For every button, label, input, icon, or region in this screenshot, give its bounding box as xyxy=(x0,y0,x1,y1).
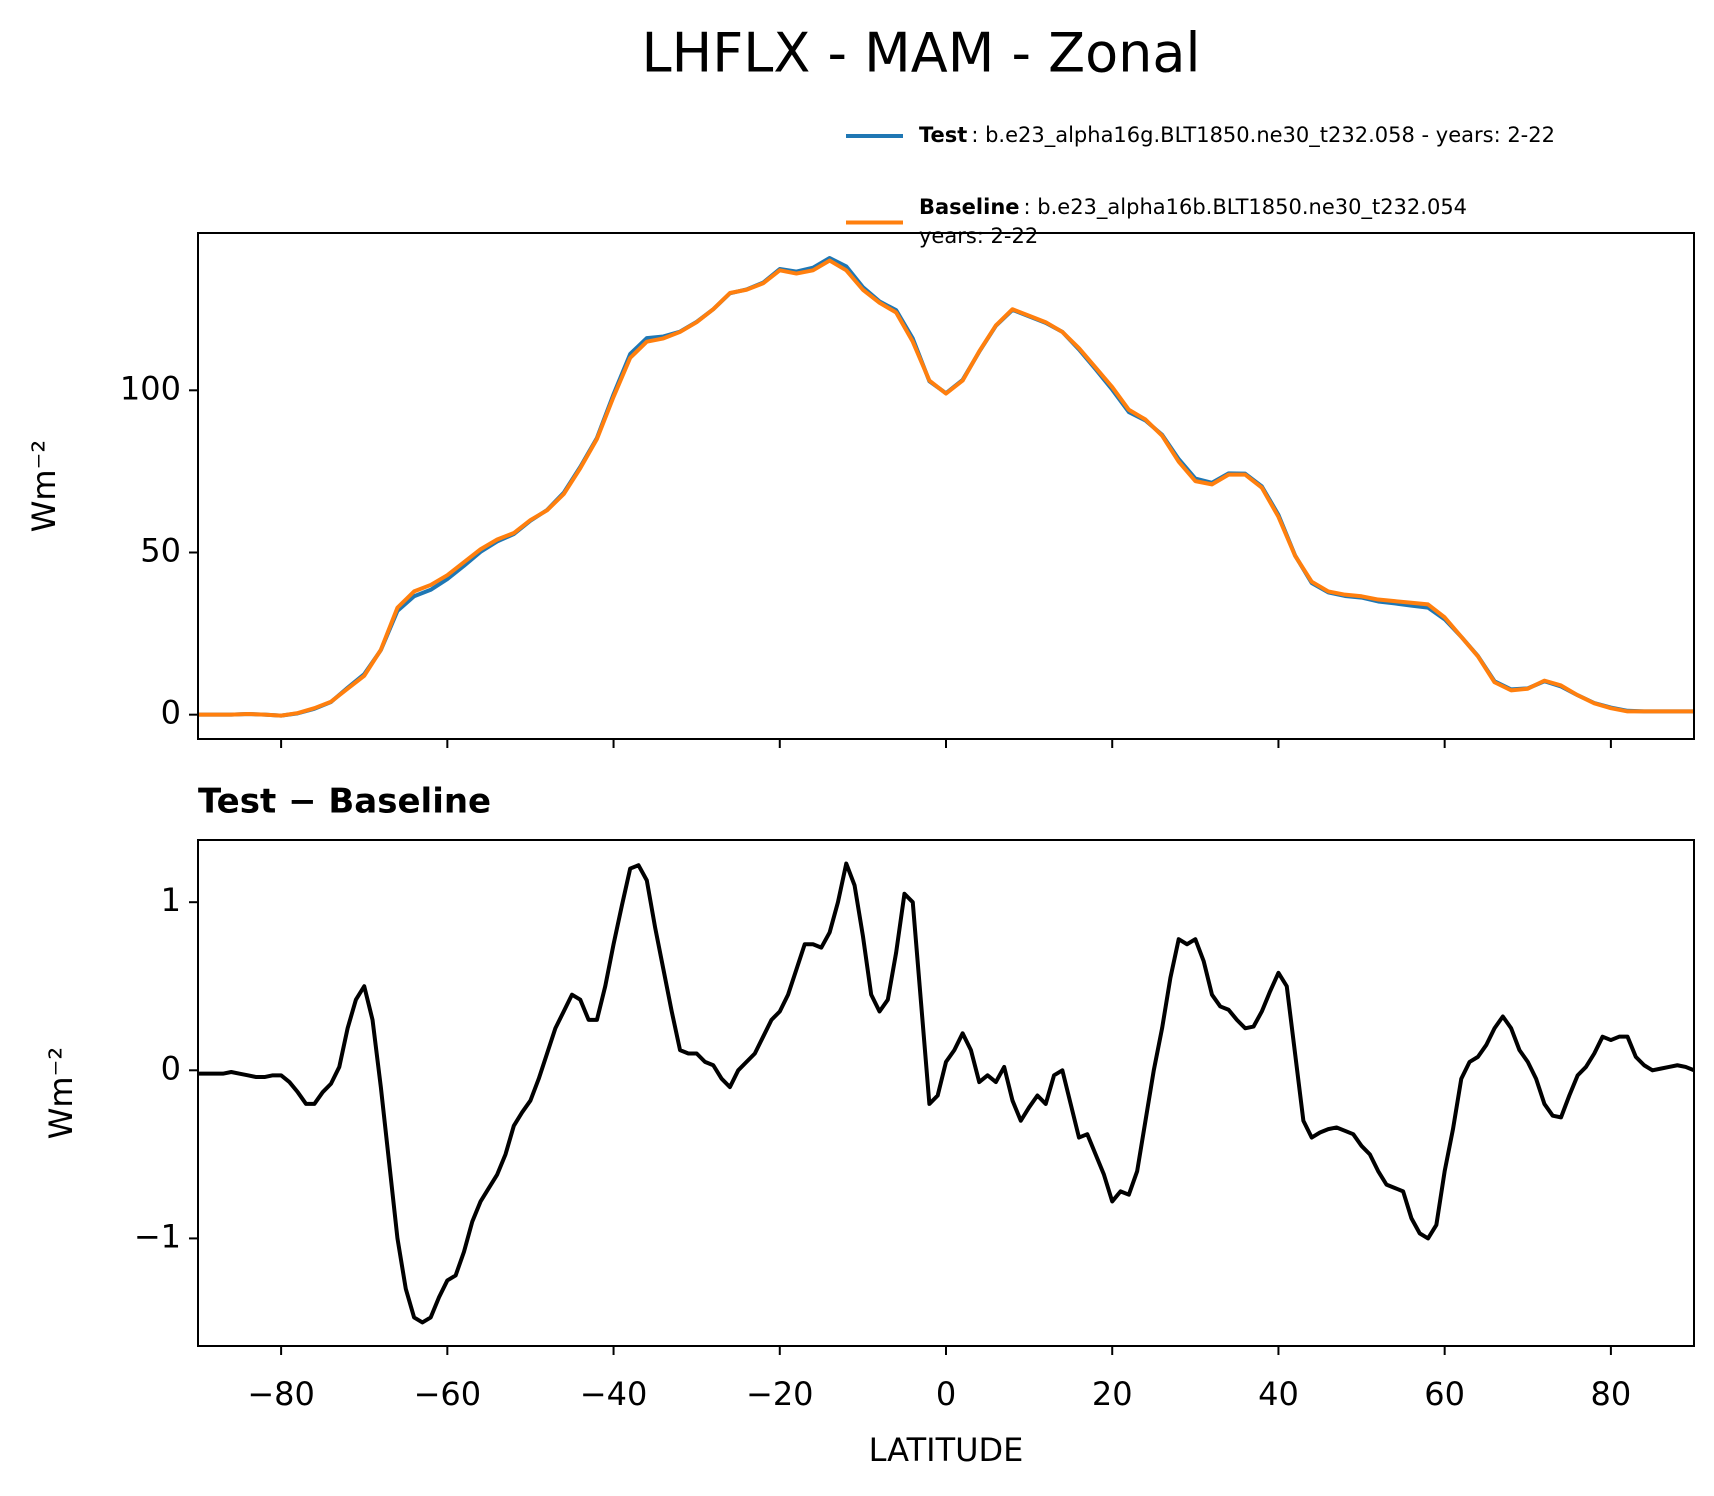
y-tick-label: 0 xyxy=(161,1049,181,1087)
x-tick-label: 80 xyxy=(1591,1375,1632,1413)
x-tick-label: 60 xyxy=(1424,1375,1465,1413)
y-axis-label: Wm⁻² xyxy=(25,440,63,533)
x-tick-label: 40 xyxy=(1258,1375,1299,1413)
y-tick-label: −1 xyxy=(134,1217,181,1255)
chart-title: LHFLX - MAM - Zonal xyxy=(642,22,1201,85)
axes-frame xyxy=(197,839,1695,1347)
legend-text: : b.e23_alpha16g.BLT1850.ne30_t232.058 -… xyxy=(971,123,1555,148)
data-line xyxy=(198,258,1694,718)
legend-text: : b.e23_alpha16b.BLT1850.ne30_t232.054 xyxy=(1024,195,1468,220)
x-tick-label: −40 xyxy=(580,1375,648,1413)
x-tick-label: 0 xyxy=(936,1375,956,1413)
y-tick-label: 1 xyxy=(161,881,181,919)
x-tick-label: −80 xyxy=(247,1375,315,1413)
panel-title: Test − Baseline xyxy=(198,782,491,822)
x-axis-label: LATITUDE xyxy=(869,1431,1024,1469)
data-line xyxy=(198,861,1694,1325)
x-tick-label: −20 xyxy=(746,1375,814,1413)
y-tick-label: 100 xyxy=(120,369,181,407)
legend-label: Baseline xyxy=(919,195,1020,219)
y-tick-label: 0 xyxy=(161,694,181,732)
legend-text: years: 2-22 xyxy=(919,224,1038,248)
x-tick-label: −60 xyxy=(414,1375,482,1413)
legend-label: Test xyxy=(919,123,967,147)
y-tick-label: 50 xyxy=(140,531,181,569)
axes-frame xyxy=(197,232,1695,740)
x-tick-label: 20 xyxy=(1092,1375,1133,1413)
y-axis-label: Wm⁻² xyxy=(42,1047,80,1140)
